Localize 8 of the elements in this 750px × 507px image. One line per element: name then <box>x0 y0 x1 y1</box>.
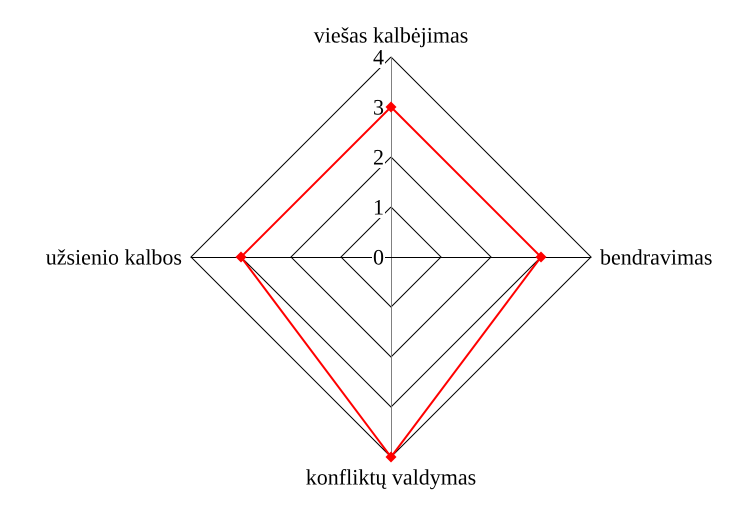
spoke-label: užsienio kalbos <box>46 244 182 270</box>
spoke-label: bendravimas <box>600 244 712 270</box>
spoke-label: konfliktų valdymas <box>306 464 476 490</box>
y-tick-label: 1 <box>373 194 384 220</box>
y-tick-label: 3 <box>373 94 384 120</box>
y-tick-label: 2 <box>373 144 384 170</box>
y-tick-label: 4 <box>373 44 384 70</box>
y-tick-label: 0 <box>373 244 384 270</box>
